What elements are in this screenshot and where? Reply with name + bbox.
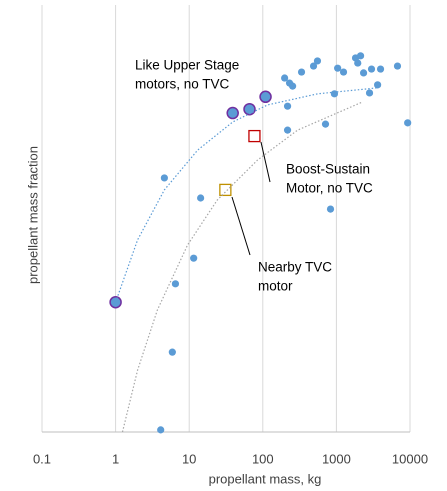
annotation: Like Upper Stage [135, 58, 239, 73]
point [359, 69, 368, 77]
highlight-point [243, 102, 256, 116]
point [365, 89, 374, 97]
trend-line [121, 101, 363, 433]
square-point [248, 129, 261, 143]
point [288, 82, 297, 90]
annotation: Boost-Sustain [286, 162, 370, 177]
point [297, 68, 306, 76]
point [330, 90, 339, 98]
point [321, 120, 330, 128]
highlight-point [259, 90, 272, 104]
point [197, 194, 205, 202]
point [393, 62, 402, 70]
point [190, 254, 198, 262]
x-tick-label: 10 [182, 451, 196, 466]
point [326, 205, 335, 213]
point [404, 119, 412, 127]
annotation: motor [258, 279, 293, 294]
trend-line [115, 87, 378, 303]
point [168, 348, 176, 356]
y-axis-label: propellant mass fraction [25, 146, 40, 284]
point [157, 426, 165, 434]
point [281, 74, 289, 82]
annotation: Motor, no TVC [286, 181, 373, 196]
square-point [219, 183, 232, 197]
annotation: motors, no TVC [135, 77, 230, 92]
point [160, 174, 168, 182]
point [367, 65, 376, 73]
point [283, 126, 292, 134]
point [334, 64, 342, 72]
point [354, 59, 362, 67]
point [283, 102, 292, 110]
point [374, 81, 382, 89]
annotation: Nearby TVC [258, 260, 332, 275]
point [313, 57, 322, 65]
point [356, 52, 365, 60]
x-tick-label: 1 [112, 451, 119, 466]
point [339, 68, 348, 76]
x-tick-label: 10000 [392, 451, 428, 466]
leader-line [260, 141, 271, 183]
x-tick-label: 0.1 [33, 451, 51, 466]
point [171, 280, 180, 288]
point [376, 65, 385, 73]
x-tick-label: 1000 [322, 451, 351, 466]
leader-line [231, 196, 251, 256]
highlight-point [226, 106, 239, 120]
x-tick-label: 100 [252, 451, 274, 466]
point [309, 62, 318, 70]
x-axis-label: propellant mass, kg [209, 471, 322, 486]
